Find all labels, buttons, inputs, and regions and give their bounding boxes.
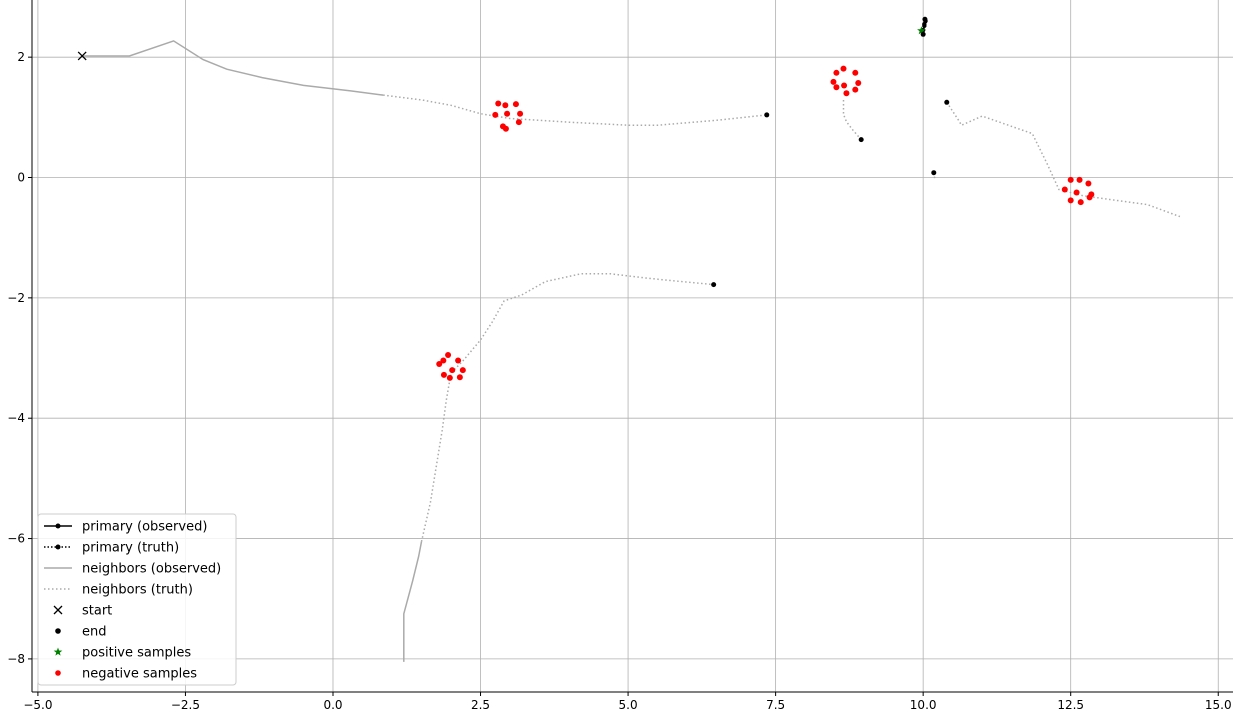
legend-dot [55,523,61,529]
negative-sample [1085,180,1092,187]
negative-sample [833,84,840,91]
negative-sample [449,367,456,374]
y-tick-label: 2 [17,50,25,64]
legend-label: start [82,604,112,619]
positive-sample [917,26,926,35]
x-tick-label: 7.5 [766,698,785,712]
negative-sample [436,361,443,368]
negative-sample [502,125,509,132]
grid [32,0,1233,692]
negative-sample [495,100,502,107]
negative-sample [445,352,452,359]
primary-point [922,21,927,27]
neighbor-observed-line [82,40,384,96]
legend-label: primary (observed) [82,520,207,535]
axes [31,0,1233,693]
x-tick-label: 0.0 [323,698,342,712]
neighbor-truth-line [842,99,862,141]
negative-sample [830,78,837,85]
negative-sample [1086,194,1093,201]
negative-sample [502,102,509,109]
neighbor-truth-line [420,273,714,542]
negative-sample [455,357,462,364]
y-tick-label: 0 [17,171,25,185]
end-marker [920,31,926,37]
legend-box [37,513,237,686]
x-tick-label: 10.0 [910,698,937,712]
end-marker [922,16,928,22]
negative-sample [517,110,524,117]
negative-sample [855,80,862,87]
negative-sample [840,65,847,72]
negative-sample [504,110,511,117]
legend-label: positive samples [82,646,191,661]
legend-label: negative samples [82,667,197,682]
negative-sample [492,111,499,118]
negative-sample [1076,176,1083,183]
end-marker [764,112,770,118]
legend-dot [55,670,61,676]
negative-sample [1073,189,1080,196]
y-tick-label: −4 [7,411,25,425]
y-tick-label: −2 [7,291,25,305]
negative-samples [436,65,1095,381]
negative-sample [446,374,453,381]
legend-dot [55,628,61,634]
x-tick-label: 12.5 [1057,698,1084,712]
end-marker [944,99,950,105]
neighbors-observed-lines [82,40,423,662]
legend-dot [55,544,61,550]
legend-label: neighbors (truth) [82,583,193,598]
x-tick-label: 5.0 [619,698,638,712]
negative-sample [459,367,466,374]
positive-samples [917,26,926,35]
end-markers [711,16,950,288]
end-marker [931,170,937,176]
legend-label: primary (truth) [82,541,179,556]
x-tick-label: −5.0 [23,698,52,712]
x-tick-label: 2.5 [471,698,490,712]
negative-sample [852,86,859,93]
negative-sample [1077,199,1084,206]
negative-sample [843,90,850,97]
legend-label: neighbors (observed) [82,562,221,577]
negative-sample [1067,197,1074,204]
neighbor-observed-line [403,541,423,662]
legend-x-marker [53,605,63,615]
start-markers [77,51,87,61]
x-tick-label: −2.5 [171,698,200,712]
negative-sample [440,371,447,378]
start-marker [77,51,87,61]
neighbor-truth-line [946,101,1181,218]
negative-sample [841,82,848,89]
negative-sample [512,101,519,108]
negative-sample [1067,176,1074,183]
negative-sample [515,119,522,126]
end-marker [858,137,864,143]
legend-label: end [82,625,107,640]
negative-sample [456,374,463,381]
end-marker [711,282,717,288]
y-tick-label: −6 [7,532,25,546]
negative-sample [1061,186,1068,193]
x-tick-label: 15.0 [1205,698,1232,712]
negative-sample [440,357,447,364]
legend-star-marker [53,647,63,656]
negative-sample [852,69,859,76]
tick-labels: −5.0 −2.5 0.0 2.5 5.0 7.5 10.0 12.5 15.0 −8 −6 −4 −2… [7,50,1231,712]
y-tick-label: −8 [7,652,25,666]
negative-sample [833,69,840,76]
legend: primary (observed) primary (truth) neighbo… [37,513,237,686]
